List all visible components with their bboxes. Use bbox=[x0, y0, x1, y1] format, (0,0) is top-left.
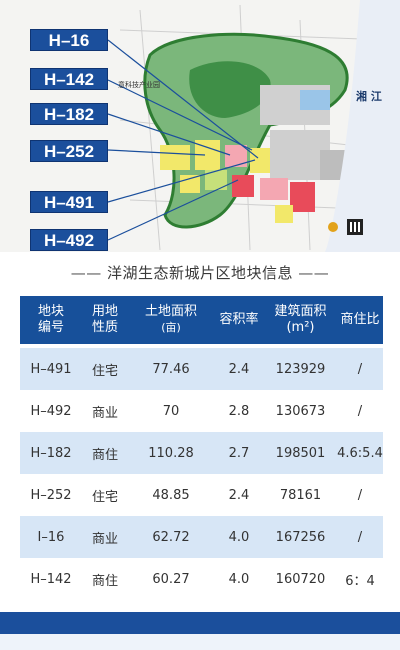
table-row: H–182 商住 110.28 2.7 198501 4.6:5.4 bbox=[20, 432, 383, 474]
river-label: 湘 江 bbox=[356, 90, 382, 103]
map-tag-h492: H–492 bbox=[30, 229, 108, 251]
table-header: 地块 编号 用地 性质 土地面积 (亩) 容积率 建筑面积 (m²) 商住比 bbox=[20, 296, 383, 344]
footer-bar bbox=[0, 612, 400, 634]
map-tag-h491: H–491 bbox=[30, 191, 108, 213]
map-tag-h142: H–142 bbox=[30, 68, 108, 90]
table-row: H–142 商住 60.27 4.0 160720 6：4 bbox=[20, 558, 383, 600]
table-row: H–492 商业 70 2.8 130673 / bbox=[20, 390, 383, 432]
header-floor-area: 建筑面积 (m²) bbox=[274, 304, 327, 335]
map-tag-h252: H–252 bbox=[30, 140, 108, 162]
park-label: 意科技产业园 bbox=[118, 81, 160, 89]
section-title: 洋湖生态新城片区地块信息 bbox=[106, 264, 293, 282]
plot-info-table: 地块 编号 用地 性质 土地面积 (亩) 容积率 建筑面积 (m²) 商住比 H–491… bbox=[20, 296, 383, 600]
header-ratio: 商住比 bbox=[340, 312, 380, 327]
site-map: H–16 H–142 H–182 H–252 H–491 H–492 意科技产业… bbox=[0, 0, 400, 252]
table-row: H–491 住宅 77.46 2.4 123929 / bbox=[20, 348, 383, 390]
table-row: I–16 商业 62.72 4.0 167256 / bbox=[20, 516, 383, 558]
qr-code-icon bbox=[347, 219, 363, 235]
developer-logo bbox=[328, 222, 338, 232]
section-heading: —— 洋湖生态新城片区地块信息 —— bbox=[70, 264, 330, 282]
map-tag-h16: H–16 bbox=[30, 29, 108, 51]
header-plot-no: 地块 编号 bbox=[37, 304, 64, 335]
header-far: 容积率 bbox=[219, 312, 259, 327]
header-land-use: 用地 性质 bbox=[91, 304, 118, 335]
map-graphic bbox=[0, 0, 400, 252]
table-row: H–252 住宅 48.85 2.4 78161 / bbox=[20, 474, 383, 516]
header-land-area: 土地面积 (亩) bbox=[144, 304, 197, 334]
map-tag-h182: H–182 bbox=[30, 103, 108, 125]
footer-strip bbox=[0, 634, 400, 650]
